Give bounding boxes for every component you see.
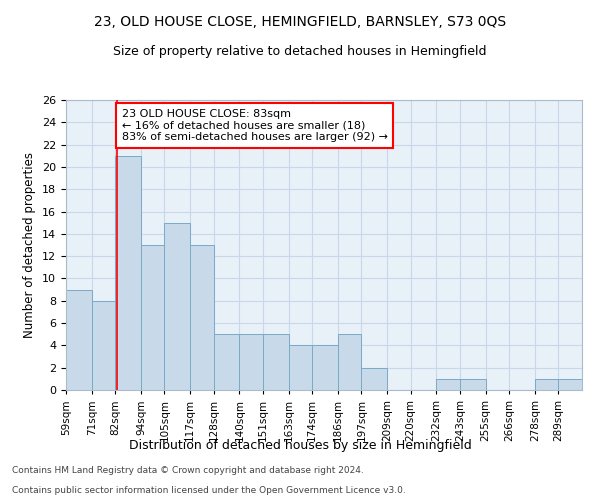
Bar	[92, 301, 115, 390]
Text: Size of property relative to detached houses in Hemingfield: Size of property relative to detached ho…	[113, 45, 487, 58]
Y-axis label: Number of detached properties: Number of detached properties	[23, 152, 37, 338]
Bar	[436, 379, 460, 390]
Bar	[361, 368, 387, 390]
Bar	[141, 245, 164, 390]
Text: 23, OLD HOUSE CLOSE, HEMINGFIELD, BARNSLEY, S73 0QS: 23, OLD HOUSE CLOSE, HEMINGFIELD, BARNSL…	[94, 15, 506, 29]
Bar	[460, 379, 485, 390]
Bar	[190, 245, 214, 390]
Bar	[115, 156, 141, 390]
Bar	[263, 334, 289, 390]
Text: 23 OLD HOUSE CLOSE: 83sqm
← 16% of detached houses are smaller (18)
83% of semi-: 23 OLD HOUSE CLOSE: 83sqm ← 16% of detac…	[122, 109, 388, 142]
Bar	[535, 379, 559, 390]
Text: Distribution of detached houses by size in Hemingfield: Distribution of detached houses by size …	[128, 438, 472, 452]
Bar	[338, 334, 361, 390]
Text: Contains HM Land Registry data © Crown copyright and database right 2024.: Contains HM Land Registry data © Crown c…	[12, 466, 364, 475]
Bar	[239, 334, 263, 390]
Bar	[66, 290, 92, 390]
Bar	[312, 346, 338, 390]
Bar	[164, 222, 190, 390]
Text: Contains public sector information licensed under the Open Government Licence v3: Contains public sector information licen…	[12, 486, 406, 495]
Bar	[559, 379, 582, 390]
Bar	[289, 346, 312, 390]
Bar	[214, 334, 239, 390]
